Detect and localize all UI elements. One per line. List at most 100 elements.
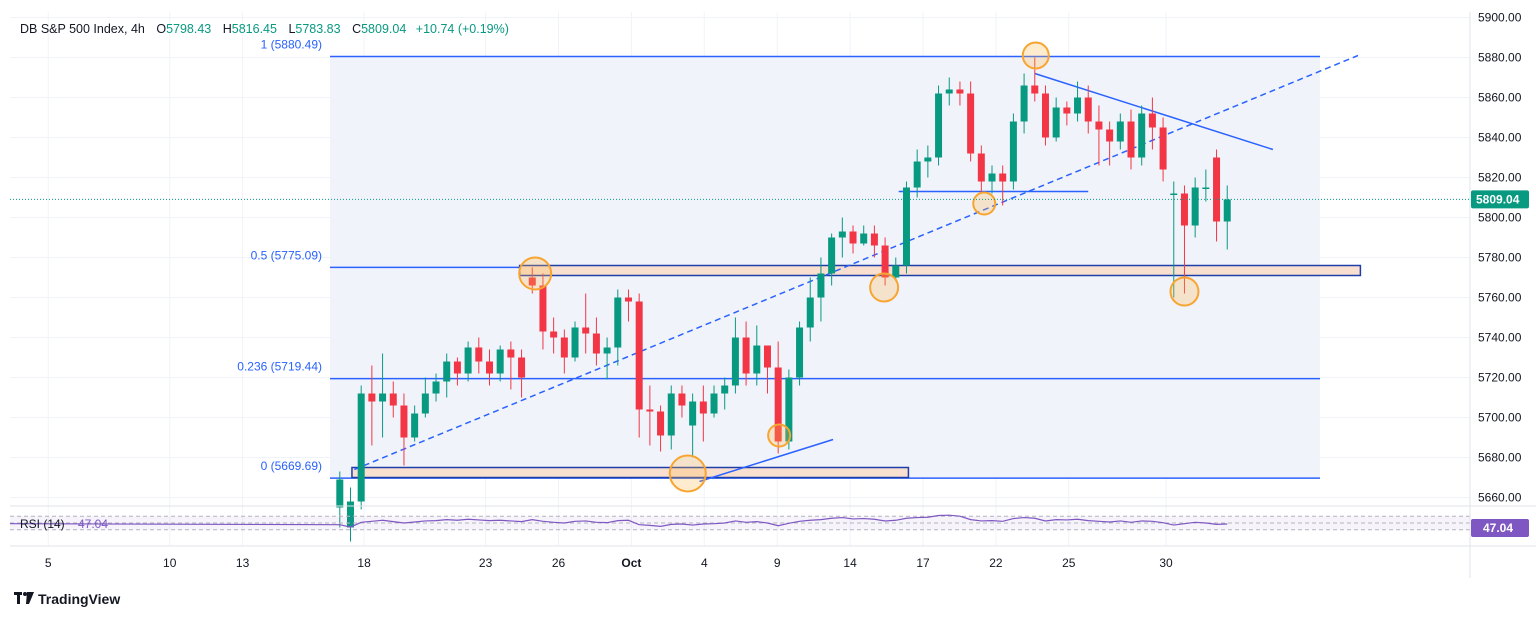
- candle: [453, 357, 461, 386]
- candle-body: [689, 401, 697, 426]
- candle: [507, 341, 515, 390]
- price-tick-label: 5900.00: [1478, 11, 1522, 25]
- time-tick-label: 10: [163, 556, 177, 570]
- price-axis[interactable]: 5900.00 5880.00 5860.00 5840.00 5820.00 5800.…: [1471, 11, 1529, 505]
- candle: [678, 385, 686, 418]
- candle: [379, 353, 387, 438]
- rsi-line: [9, 514, 1228, 528]
- candle: [838, 217, 846, 258]
- fib-label: 1 (5880.49): [261, 38, 322, 52]
- candles: [336, 57, 1231, 542]
- candle-body: [721, 385, 729, 394]
- highlight-circle: [1021, 41, 1050, 70]
- price-tick-label: 5780.00: [1478, 251, 1522, 265]
- candle: [710, 385, 718, 418]
- candle-body: [464, 347, 472, 374]
- candle: [785, 369, 793, 450]
- candle-body: [1106, 129, 1114, 142]
- candle-body: [550, 331, 558, 338]
- candle-body: [657, 411, 665, 436]
- candle-body: [1095, 121, 1103, 130]
- candle: [699, 385, 707, 442]
- candle: [988, 165, 996, 194]
- rsi-label: RSI (14): [20, 517, 65, 531]
- candle-body: [1009, 121, 1017, 182]
- candle-body: [1170, 193, 1178, 195]
- rsi-pane[interactable]: RSI (14) 47.04 47.04: [9, 514, 1529, 537]
- candle-body: [603, 347, 611, 354]
- candle: [689, 393, 697, 458]
- candle: [1009, 113, 1017, 190]
- time-tick-label: 23: [479, 556, 493, 570]
- symbol-title[interactable]: DB S&P 500 Index, 4h: [20, 22, 145, 36]
- candle: [667, 385, 675, 450]
- candle-body: [817, 273, 825, 298]
- candle-body: [592, 333, 600, 354]
- candle: [753, 325, 761, 386]
- candle: [1213, 149, 1221, 242]
- candle-body: [411, 413, 419, 438]
- trendline: [699, 438, 834, 483]
- candle: [1041, 85, 1049, 146]
- candle: [1159, 117, 1167, 182]
- candle: [624, 289, 632, 322]
- candle-body: [870, 233, 878, 246]
- tradingview-logo: [14, 591, 34, 607]
- candle: [742, 321, 750, 386]
- candle-body: [1180, 193, 1188, 226]
- support-zone: [518, 264, 1362, 277]
- candle-body: [560, 337, 568, 358]
- candle-body: [667, 393, 675, 436]
- candle: [475, 337, 483, 374]
- candle-body: [614, 297, 622, 348]
- candle-body: [646, 409, 654, 412]
- rsi-value: 47.04: [78, 517, 108, 531]
- candle-body: [678, 393, 686, 406]
- candle: [1052, 97, 1060, 142]
- candle: [560, 329, 568, 374]
- candle: [603, 337, 611, 380]
- candle-body: [1223, 199, 1231, 222]
- highlight-circle: [668, 454, 707, 493]
- candle: [902, 181, 910, 274]
- time-tick-label: 18: [357, 556, 371, 570]
- candle: [1020, 73, 1028, 134]
- candle: [1223, 185, 1231, 250]
- candle: [1202, 169, 1210, 202]
- candle-body: [1148, 113, 1156, 128]
- time-tick-label: Oct: [621, 556, 641, 570]
- candle-body: [999, 173, 1007, 182]
- candle-body: [368, 393, 376, 402]
- time-tick-label: 26: [552, 556, 566, 570]
- candle-body: [710, 393, 718, 414]
- price-tick-label: 5860.00: [1478, 91, 1522, 105]
- candle-body: [763, 345, 771, 368]
- tradingview-brand[interactable]: TradingView: [14, 591, 120, 607]
- candle: [336, 471, 344, 528]
- candle: [860, 225, 868, 246]
- candle: [432, 373, 440, 402]
- rsi-badge-value: 47.04: [1483, 521, 1513, 535]
- candle-body: [336, 479, 344, 508]
- candle-body: [838, 231, 846, 238]
- candle-body: [571, 327, 579, 358]
- candle-body: [796, 327, 804, 378]
- candle-body: [902, 187, 910, 266]
- time-axis[interactable]: 5 10 13 18 23 26 Oct 4 9 14 17 22 25 30: [45, 556, 1173, 570]
- candle: [1180, 185, 1188, 294]
- candle-body: [753, 345, 761, 374]
- candle-body: [496, 349, 504, 374]
- chart-header: DB S&P 500 Index, 4h O5798.43 H5816.45 L…: [20, 22, 509, 36]
- candle-body: [582, 327, 590, 334]
- candle: [389, 381, 397, 418]
- candle: [892, 257, 900, 282]
- candle-body: [774, 367, 782, 442]
- candle: [913, 149, 921, 198]
- time-tick-label: 9: [774, 556, 781, 570]
- candle: [1031, 57, 1039, 102]
- candle: [956, 81, 964, 106]
- candle: [881, 237, 889, 286]
- candle-body: [988, 173, 996, 182]
- candle-body: [699, 401, 707, 414]
